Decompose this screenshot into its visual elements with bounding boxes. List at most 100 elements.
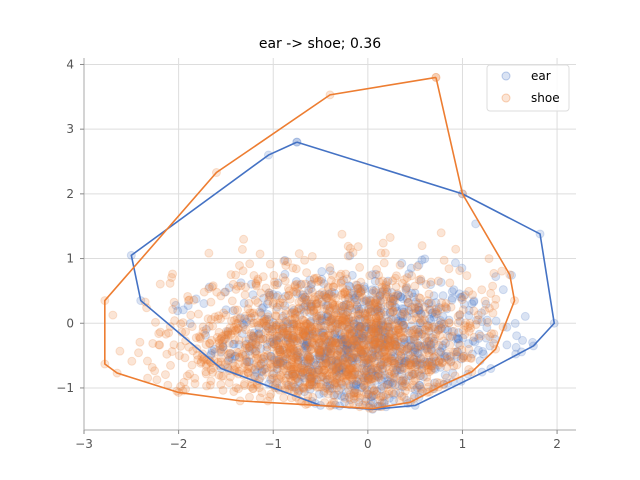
scatter-point bbox=[296, 304, 306, 314]
scatter-point bbox=[353, 323, 363, 333]
scatter-point bbox=[424, 357, 434, 367]
scatter-point bbox=[397, 382, 407, 392]
scatter-point bbox=[281, 330, 291, 340]
scatter-point bbox=[276, 372, 286, 382]
scatter-point bbox=[359, 367, 369, 377]
scatter-point bbox=[293, 376, 303, 386]
scatter-point bbox=[347, 340, 357, 350]
scatter-point bbox=[305, 353, 315, 363]
scatter-point bbox=[345, 251, 355, 261]
scatter-point bbox=[359, 373, 369, 383]
scatter-point bbox=[354, 334, 364, 344]
scatter-point bbox=[422, 343, 432, 353]
scatter-point bbox=[520, 311, 530, 321]
scatter-point bbox=[382, 380, 392, 390]
scatter-point bbox=[263, 312, 273, 322]
scatter-point bbox=[276, 333, 286, 343]
scatter-point bbox=[372, 343, 382, 353]
scatter-point bbox=[473, 345, 483, 355]
scatter-point bbox=[389, 395, 399, 405]
scatter-point bbox=[380, 373, 390, 383]
scatter-point bbox=[389, 332, 399, 342]
scatter-point bbox=[357, 346, 367, 356]
scatter-point bbox=[368, 398, 378, 408]
scatter-point bbox=[320, 398, 330, 408]
scatter-point bbox=[219, 334, 229, 344]
scatter-point bbox=[397, 362, 407, 372]
scatter-point bbox=[319, 388, 329, 398]
scatter-point bbox=[288, 366, 298, 376]
scatter-point bbox=[340, 338, 350, 348]
scatter-point bbox=[258, 365, 268, 375]
scatter-point bbox=[344, 336, 354, 346]
scatter-point bbox=[332, 328, 342, 338]
scatter-point bbox=[147, 362, 157, 372]
scatter-point bbox=[290, 310, 300, 320]
scatter-point bbox=[293, 355, 303, 365]
scatter-point bbox=[424, 336, 434, 346]
scatter-point bbox=[467, 299, 477, 309]
scatter-point bbox=[421, 365, 431, 375]
scatter-point bbox=[261, 316, 271, 326]
scatter-point bbox=[484, 254, 494, 264]
scatter-point bbox=[361, 296, 371, 306]
scatter-point bbox=[371, 318, 381, 328]
scatter-point bbox=[454, 289, 464, 299]
scatter-point bbox=[481, 299, 491, 309]
scatter-point bbox=[266, 352, 276, 362]
scatter-point bbox=[329, 390, 339, 400]
scatter-point bbox=[425, 361, 435, 371]
scatter-point bbox=[283, 348, 293, 358]
scatter-point bbox=[228, 279, 238, 289]
scatter-point bbox=[332, 333, 342, 343]
scatter-point bbox=[154, 329, 164, 339]
scatter-point bbox=[410, 281, 420, 291]
scatter-point bbox=[433, 360, 443, 370]
scatter-point bbox=[205, 380, 215, 390]
scatter-point bbox=[364, 346, 374, 356]
scatter-point bbox=[258, 354, 268, 364]
scatter-point bbox=[229, 339, 239, 349]
scatter-point bbox=[327, 287, 337, 297]
scatter-point bbox=[363, 314, 373, 324]
scatter-point bbox=[372, 265, 382, 275]
scatter-point bbox=[293, 357, 303, 367]
scatter-point bbox=[321, 377, 331, 387]
scatter-point bbox=[445, 340, 455, 350]
scatter-point bbox=[291, 264, 301, 274]
scatter-point bbox=[306, 284, 316, 294]
scatter-point bbox=[345, 282, 355, 292]
scatter-point bbox=[320, 348, 330, 358]
scatter-point bbox=[343, 367, 353, 377]
scatter-point bbox=[271, 305, 281, 315]
scatter-point bbox=[206, 297, 216, 307]
scatter-point bbox=[478, 349, 488, 359]
scatter-point bbox=[201, 369, 211, 379]
scatter-point bbox=[258, 334, 268, 344]
scatter-point bbox=[422, 345, 432, 355]
scatter-point bbox=[491, 272, 501, 282]
scatter-point bbox=[338, 363, 348, 373]
scatter-point bbox=[306, 374, 316, 384]
scatter-point bbox=[424, 298, 434, 308]
scatter-point bbox=[278, 340, 288, 350]
scatter-point bbox=[416, 315, 426, 325]
scatter-point bbox=[325, 349, 335, 359]
scatter-point bbox=[293, 386, 303, 396]
x-tick-label: −3 bbox=[75, 437, 93, 451]
scatter-point bbox=[155, 279, 165, 289]
scatter-point bbox=[301, 326, 311, 336]
scatter-point bbox=[427, 361, 437, 371]
scatter-point bbox=[343, 340, 353, 350]
scatter-point bbox=[469, 332, 479, 342]
scatter-point bbox=[334, 368, 344, 378]
scatter-point bbox=[295, 363, 305, 373]
scatter-point bbox=[233, 281, 243, 291]
scatter-point bbox=[448, 368, 458, 378]
scatter-point bbox=[302, 298, 312, 308]
scatter-point bbox=[335, 319, 345, 329]
scatter-point bbox=[436, 304, 446, 314]
scatter-point bbox=[384, 386, 394, 396]
scatter-point bbox=[367, 334, 377, 344]
scatter-point bbox=[391, 302, 401, 312]
